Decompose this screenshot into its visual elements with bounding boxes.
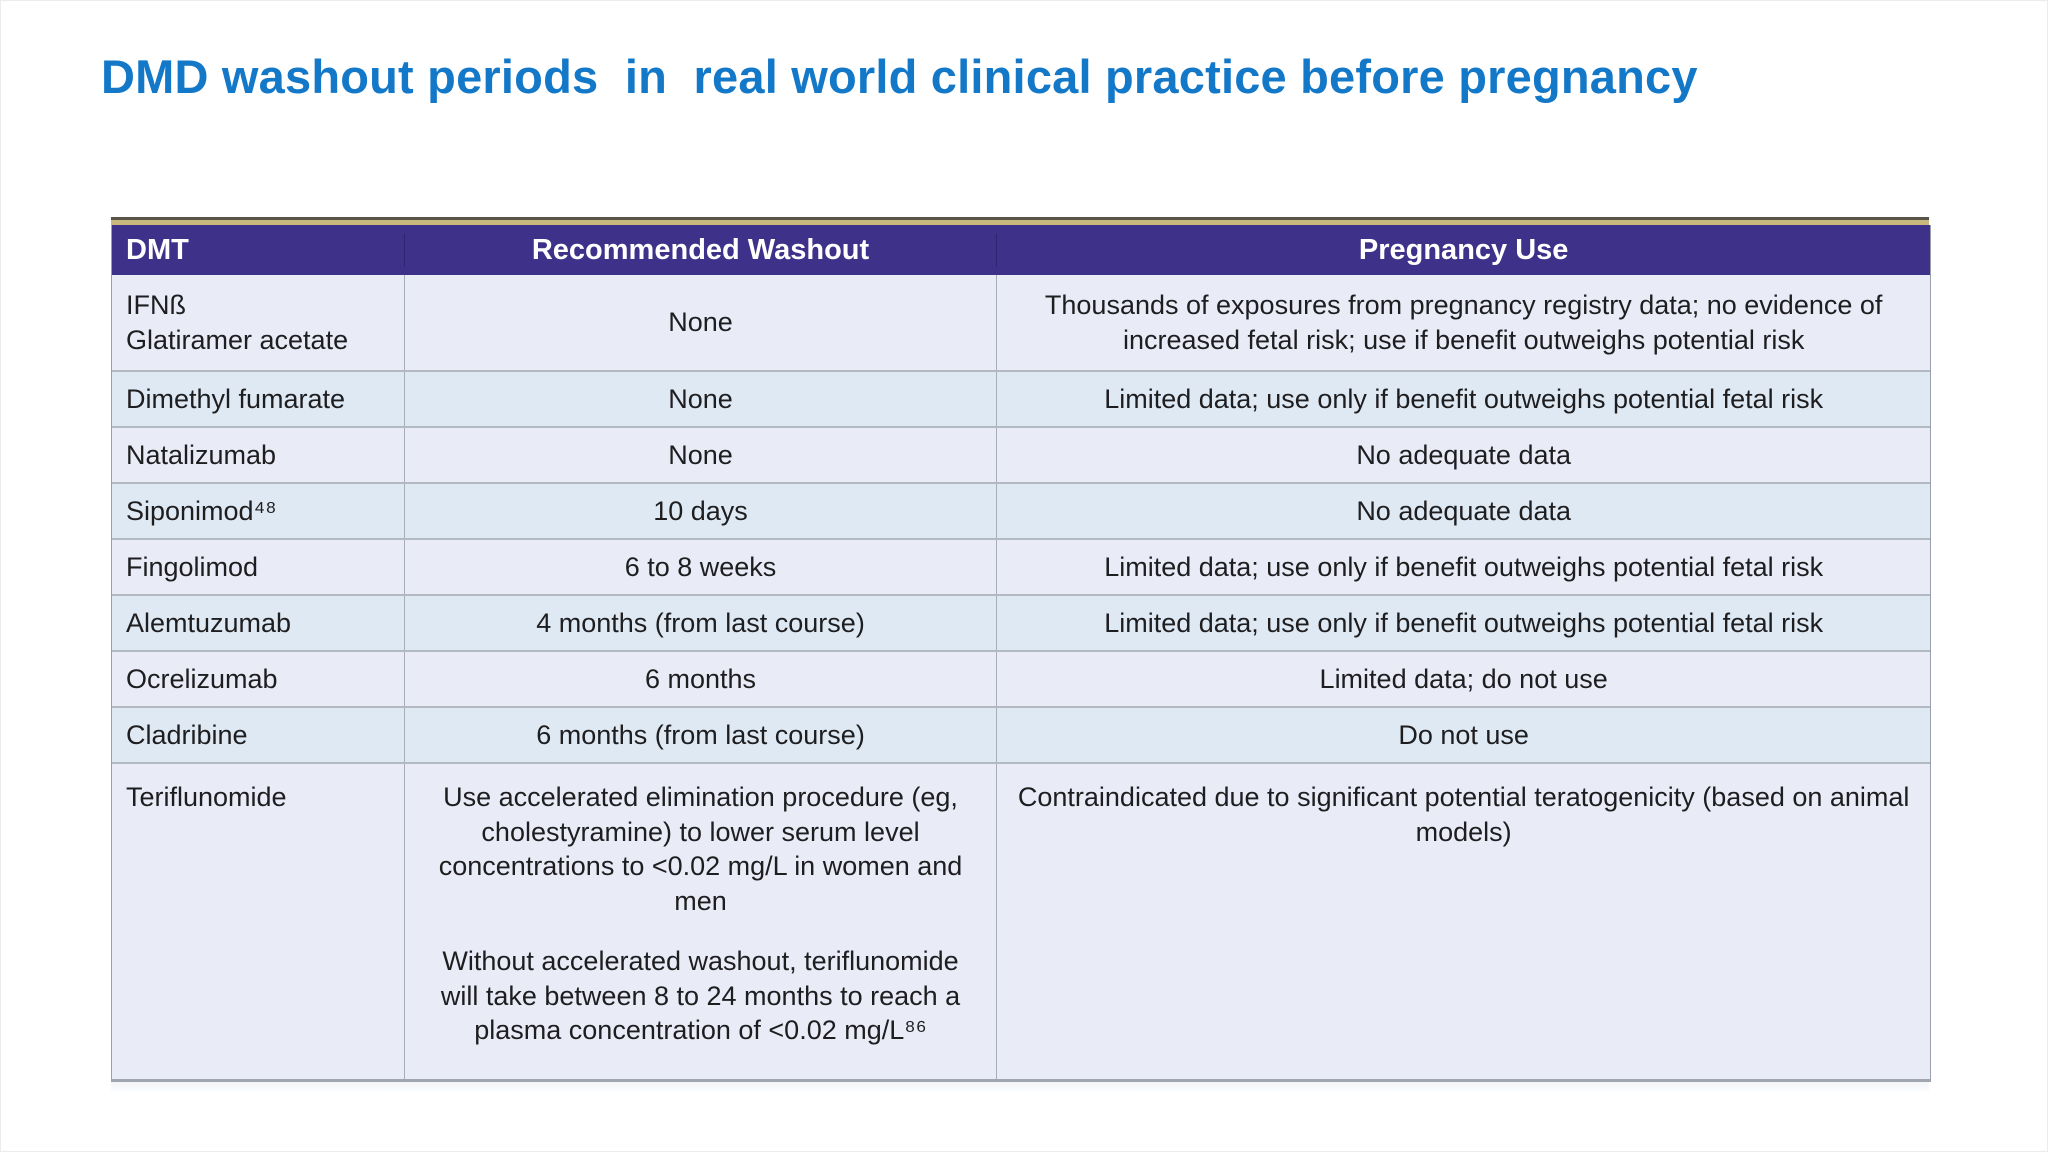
cell-washout: None (405, 372, 998, 426)
cell-washout: None (405, 275, 998, 370)
table: DMT Recommended Washout Pregnancy Use IF… (111, 225, 1931, 1082)
cell-washout: None (405, 428, 998, 482)
cell-dmt: Dimethyl fumarate (112, 372, 405, 426)
table-row: IFNß Glatiramer acetate None Thousands of … (112, 275, 1930, 370)
table-bottom-shadow (111, 1082, 1929, 1094)
cell-washout: 4 months (from last course) (405, 596, 998, 650)
cell-pregnancy-use: No adequate data (1356, 495, 1571, 526)
cell-dmt: Siponimod⁴⁸ (112, 484, 405, 538)
cell-dmt: Alemtuzumab (112, 596, 405, 650)
table-row: Dimethyl fumarate None Limited data; use o… (112, 370, 1930, 426)
cell-pregnancy-use: No adequate data (1356, 439, 1571, 470)
table-top-dark-line (111, 217, 1929, 220)
cell-washout: 6 months (from last course) (405, 708, 998, 762)
cell-dmt: Ocrelizumab (112, 652, 405, 706)
table-row: Teriflunomide Use accelerated elimination… (112, 762, 1930, 1079)
table-row: Fingolimod 6 to 8 weeks Limited data; use … (112, 538, 1930, 594)
table-row: Natalizumab None No adequate data (112, 426, 1930, 482)
table-row: Alemtuzumab 4 months (from last course) Li… (112, 594, 1930, 650)
cell-pregnancy-use: Limited data; use only if benefit outwei… (1104, 551, 1824, 582)
column-header-dmt: DMT (112, 233, 405, 267)
cell-pregnancy-use: Limited data; use only if benefit outwei… (1104, 607, 1824, 638)
page-title: DMD washout periods in real world clinic… (101, 50, 1698, 103)
table-row: Cladribine 6 months (from last course) Do … (112, 706, 1930, 762)
cell-washout: 6 to 8 weeks (405, 540, 998, 594)
cell-washout: 10 days (405, 484, 998, 538)
cell-dmt: Natalizumab (112, 428, 405, 482)
cell-pregnancy-use: Do not use (1398, 719, 1529, 750)
table-body: IFNß Glatiramer acetate None Thousands of … (112, 275, 1930, 1079)
cell-dmt: IFNß Glatiramer acetate (112, 275, 405, 370)
column-header-pregnancy-use: Pregnancy Use (1358, 233, 1569, 266)
washout-paragraph: Use accelerated elimination procedure (e… (438, 782, 963, 916)
table-top-tan-line (111, 220, 1929, 225)
washout-paragraph: Without accelerated washout, teriflunomi… (440, 946, 961, 1046)
cell-pregnancy-use: Limited data; use only if benefit outwei… (1104, 383, 1824, 414)
cell-pregnancy-use: Contraindicated due to significant poten… (1017, 782, 1910, 847)
dmt-washout-table: DMT Recommended Washout Pregnancy Use IF… (111, 217, 1931, 1094)
cell-dmt: Teriflunomide (112, 764, 405, 1079)
cell-pregnancy-use: Limited data; do not use (1319, 663, 1608, 694)
table-row: Siponimod⁴⁸ 10 days No adequate data (112, 482, 1930, 538)
cell-dmt: Cladribine (112, 708, 405, 762)
table-header-row: DMT Recommended Washout Pregnancy Use (112, 225, 1930, 275)
table-row: Ocrelizumab 6 months Limited data; do not … (112, 650, 1930, 706)
cell-dmt: Fingolimod (112, 540, 405, 594)
cell-washout: 6 months (405, 652, 998, 706)
column-header-recommended-washout: Recommended Washout (405, 233, 998, 267)
cell-washout: Use accelerated elimination procedure (e… (405, 764, 998, 1079)
cell-pregnancy-use: Thousands of exposures from pregnancy re… (1044, 289, 1883, 355)
